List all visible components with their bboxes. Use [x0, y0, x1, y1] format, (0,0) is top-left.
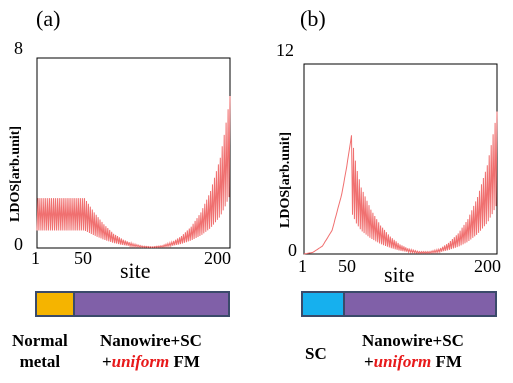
plot-b: [303, 63, 498, 255]
panel-a-ytick-bottom: 0: [14, 234, 23, 254]
panel-a-xtick-200: 200: [204, 248, 231, 268]
panel-b-xtick-50: 50: [338, 256, 356, 276]
panel-a-xlabel: site: [120, 258, 151, 283]
bar-b: [301, 291, 497, 317]
caption-b-right-suffix: FM: [431, 352, 462, 372]
panel-b-ytick-bottom: 0: [288, 240, 297, 260]
caption-a-left-line2: metal: [19, 352, 61, 372]
plot-a-ldos-curve: [36, 95, 231, 249]
bar-a-normal-metal-segment: [37, 293, 75, 315]
plot-b-ldos-curve: [303, 111, 498, 255]
caption-a-right-line1: Nanowire+SC: [100, 331, 202, 350]
bar-b-sc-segment: [303, 293, 345, 315]
caption-a-right: Nanowire+SC +uniform FM: [100, 330, 202, 373]
panel-a-xtick-50: 50: [74, 248, 92, 268]
plot-a: [36, 57, 231, 249]
plot-b-frame: [303, 63, 498, 255]
panel-b-ytick-top: 12: [276, 40, 294, 60]
panel-b-xlabel: site: [384, 262, 415, 287]
panel-b-xtick-200: 200: [474, 256, 501, 276]
caption-b-right: Nanowire+SC +uniform FM: [362, 330, 464, 373]
caption-a-left: Normal metal: [12, 330, 68, 373]
caption-a-left-line1: Normal: [12, 331, 68, 350]
bar-a-nanowire-segment: [74, 293, 228, 315]
panel-b-label: (b): [300, 6, 326, 31]
panel-a-label: (a): [36, 6, 61, 31]
panel-b-xtick-1: 1: [298, 256, 307, 276]
caption-b-right-prefix: +: [363, 352, 374, 372]
caption-a-right-prefix: +: [101, 352, 112, 372]
plot-a-frame: [36, 57, 231, 249]
caption-b-left-line1: SC: [305, 344, 327, 363]
caption-a-right-suffix: FM: [169, 352, 200, 372]
bar-b-nanowire-segment: [344, 293, 495, 315]
caption-a-right-line2: +uniform FM: [100, 351, 202, 372]
caption-b-right-line1: Nanowire+SC: [362, 331, 464, 350]
caption-b-right-emphasis: uniform: [373, 352, 432, 372]
panel-a-xtick-1: 1: [31, 248, 40, 268]
bar-a: [35, 291, 230, 317]
panel-a-ytick-top: 8: [14, 38, 23, 58]
caption-b-right-line2: +uniform FM: [362, 351, 464, 372]
caption-a-right-emphasis: uniform: [111, 352, 170, 372]
caption-b-left: SC: [305, 343, 327, 364]
